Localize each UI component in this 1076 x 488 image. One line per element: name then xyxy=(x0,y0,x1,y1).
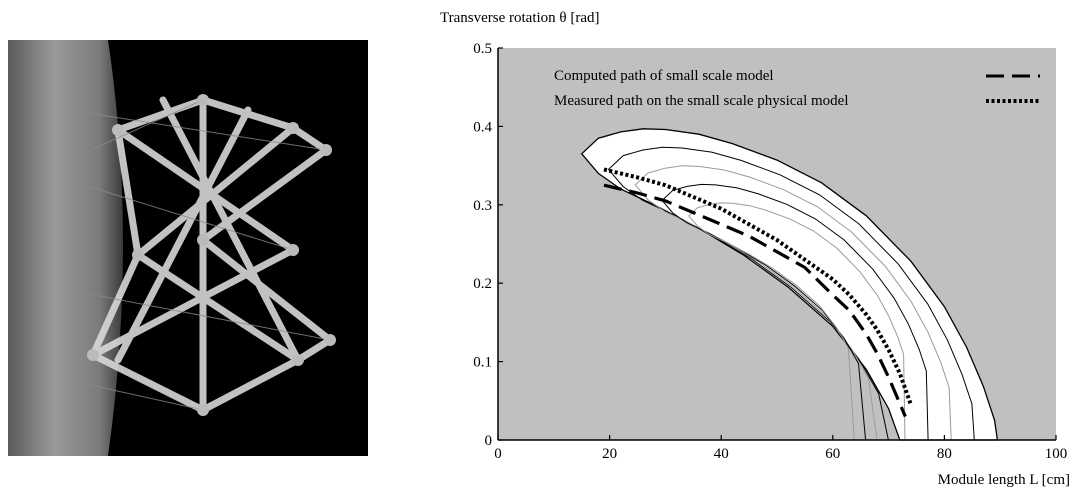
x-tick-label: 20 xyxy=(602,446,617,462)
y-tick-label: 0 xyxy=(485,433,493,449)
y-tick-label: 0.4 xyxy=(473,119,492,135)
x-tick-label: 100 xyxy=(1045,446,1068,462)
x-tick-label: 60 xyxy=(825,446,840,462)
inner-contour xyxy=(607,146,975,441)
x-tick-label: 40 xyxy=(714,446,729,462)
y-tick-label: 0.2 xyxy=(473,276,492,292)
legend: Computed path of small scale model Measu… xyxy=(554,68,1040,109)
chart: Transverse rotation θ [rad] Module lengt… xyxy=(440,10,1070,488)
legend-label-computed: Computed path of small scale model xyxy=(554,68,774,84)
inner-contour xyxy=(634,165,952,441)
inner-contour xyxy=(661,183,929,441)
legend-label-measured: Measured path on the small scale physica… xyxy=(554,93,849,109)
x-tick-label: 0 xyxy=(494,446,502,462)
series-computed-path xyxy=(603,183,907,418)
series-measured-path xyxy=(603,167,913,406)
inner-contour xyxy=(688,202,906,441)
y-axis-label: Transverse rotation θ [rad] xyxy=(440,10,600,26)
x-axis-label: Module length L [cm] xyxy=(938,472,1070,488)
tensegrity-module-photo xyxy=(8,40,368,456)
y-tick-label: 0.3 xyxy=(473,198,492,214)
x-tick-label: 80 xyxy=(937,446,952,462)
y-tick-label: 0.1 xyxy=(473,355,492,371)
y-tick-label: 0.5 xyxy=(473,41,492,57)
